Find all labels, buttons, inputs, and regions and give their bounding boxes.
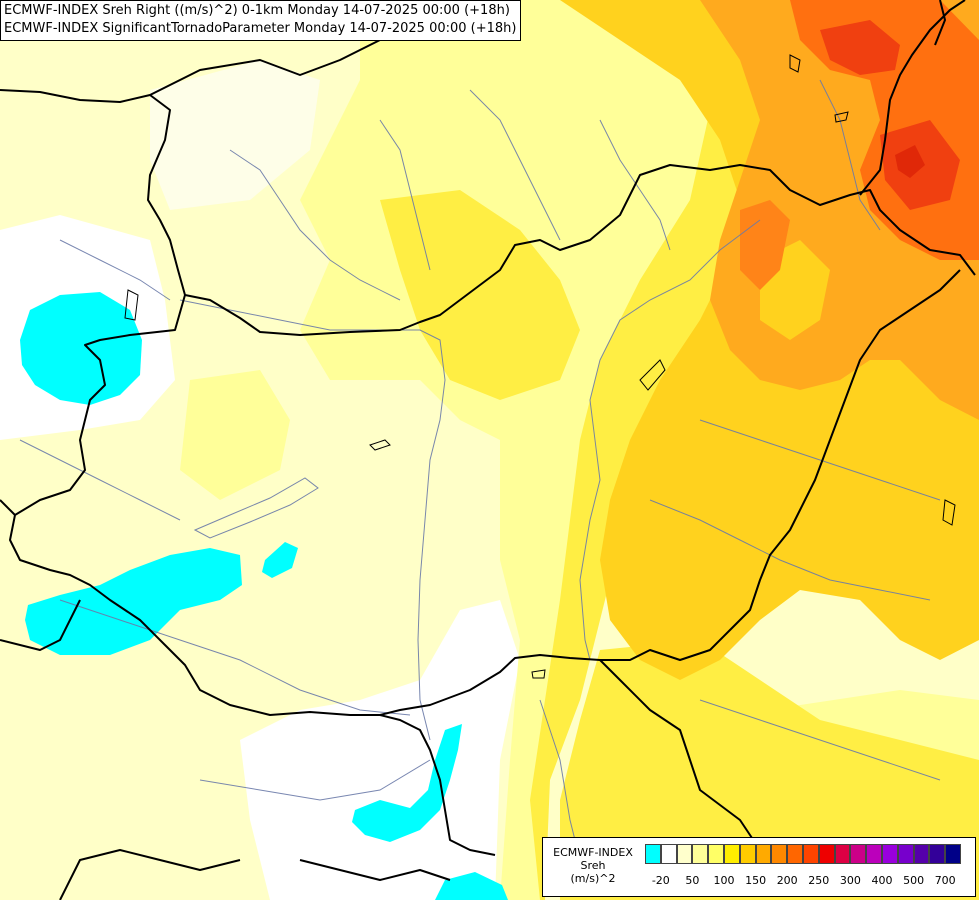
river-east-4 [699, 699, 941, 781]
light-yellow-zone-west [180, 370, 290, 500]
lake-outline-6 [942, 499, 956, 526]
map-title-sreh: ECMWF-INDEX Sreh Right ((m/s)^2) 0-1km M… [4, 3, 510, 18]
lake-outline-3 [834, 111, 849, 123]
color-legend: ECMWF-INDEX Sreh (m/s)^2 -20 50 100 150 200 2… [542, 837, 976, 897]
legend-swatch [676, 844, 693, 864]
legend-swatch [692, 844, 709, 864]
legend-tick-label: 700 [934, 874, 956, 887]
cyan-zone-south [352, 724, 462, 842]
red-orange-core [820, 20, 900, 75]
legend-swatch [787, 844, 803, 864]
rivers [19, 79, 941, 861]
legend-tick-label: 50 [685, 874, 700, 887]
lake-outline-2 [789, 54, 801, 73]
border-right-top [934, 0, 946, 46]
lake-outline-4 [124, 289, 139, 321]
legend-tick-label: 400 [871, 874, 893, 887]
map-title-stp: ECMWF-INDEX SignificantTornadoParameter … [4, 21, 517, 36]
river-east-1 [819, 79, 881, 231]
river-east-2 [699, 419, 941, 501]
map-title-box: ECMWF-INDEX Sreh Right ((m/s)^2) 0-1km M… [0, 0, 522, 41]
legend-swatch [834, 844, 851, 864]
river-lake-balaton [193, 477, 319, 539]
legend-swatch [913, 844, 930, 864]
legend-tick-label: 250 [808, 874, 830, 887]
river-north-3 [469, 89, 561, 241]
legend-swatch [945, 844, 961, 864]
cyan-zone-south-bottom [435, 872, 508, 900]
border-croatia [379, 714, 496, 856]
legend-tick-label: 500 [903, 874, 925, 887]
legend-tick-label: 150 [745, 874, 767, 887]
legend-tick-label: 100 [713, 874, 735, 887]
river-tisza [579, 219, 761, 661]
river-drava [59, 599, 411, 716]
legend-swatch [802, 844, 819, 864]
legend-swatch [881, 844, 898, 864]
river-east-3 [649, 499, 931, 601]
legend-swatch [866, 844, 882, 864]
legend-tick-label: 200 [776, 874, 798, 887]
legend-swatch [929, 844, 946, 864]
river-north-2 [379, 119, 431, 271]
yellow-zone-south-east [560, 640, 979, 900]
border-bottom-left [59, 849, 241, 900]
white-zone-north [150, 60, 320, 210]
legend-title: ECMWF-INDEX Sreh (m/s)^2 [547, 846, 639, 885]
legend-swatch [708, 844, 724, 864]
legend-tick-label: -20 [651, 874, 670, 887]
river-west-2 [59, 239, 171, 301]
cyan-zone-small [262, 542, 298, 578]
cyan-zone-south-west [25, 548, 242, 655]
border-hungary-west [9, 294, 380, 716]
legend-swatch [755, 844, 772, 864]
lakes [124, 54, 956, 679]
river-west-1 [19, 439, 181, 521]
cyan-zone-west [20, 292, 142, 405]
legend-tick-label: 300 [839, 874, 861, 887]
white-zone-south [240, 600, 520, 900]
legend-swatch [645, 844, 661, 864]
lake-outline-1 [369, 439, 391, 451]
river-sava [199, 759, 431, 801]
legend-title-variable: Sreh [580, 859, 606, 872]
lake-outline-5 [531, 669, 546, 679]
legend-swatches [645, 844, 961, 864]
border-hungary-east [379, 269, 961, 716]
legend-swatch [850, 844, 867, 864]
river-danube [179, 299, 446, 741]
legend-title-source: ECMWF-INDEX [553, 846, 633, 859]
red-orange-spot [895, 145, 925, 178]
legend-swatch [818, 844, 835, 864]
legend-swatch [723, 844, 740, 864]
border-south [299, 859, 451, 881]
dark-orange-zone-carpathia [740, 200, 790, 290]
lake-outline-7 [639, 359, 666, 391]
legend-swatch [897, 844, 914, 864]
legend-title-unit: (m/s)^2 [570, 872, 616, 885]
border-west-1 [0, 499, 16, 516]
legend-swatch [771, 844, 788, 864]
river-north-1 [229, 149, 401, 301]
border-south-west [0, 599, 81, 651]
legend-swatch [739, 844, 756, 864]
border-serbia [599, 659, 761, 851]
river-north-4 [599, 119, 671, 251]
border-north [0, 89, 976, 336]
legend-ticks: -20 50 100 150 200 250 300 400 500 700 [645, 874, 965, 888]
legend-swatch [660, 844, 677, 864]
